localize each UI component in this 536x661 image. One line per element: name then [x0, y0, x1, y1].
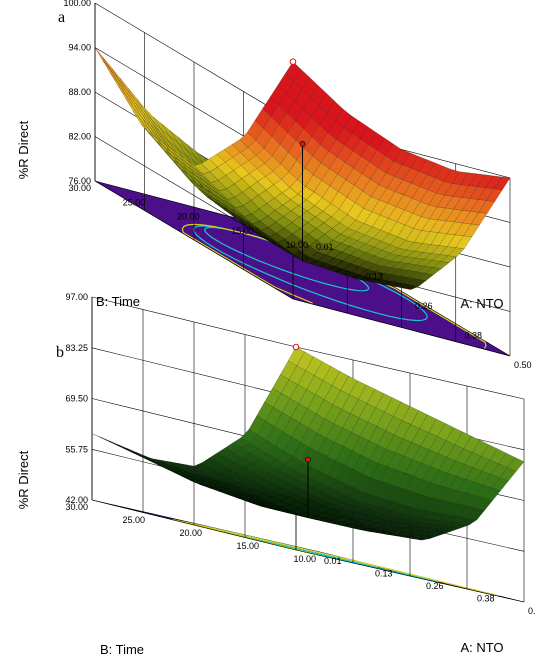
chart-panel-a: 76.00 82.00 88.00 94.00 100.00 0.01 0.13 0.26 0.…: [16, 0, 532, 370]
y-tick-label: 10.00: [285, 240, 308, 250]
y-tick-label: 20.00: [179, 528, 202, 538]
panel-label: a: [58, 9, 65, 26]
z-tick-label: 42.00: [65, 495, 88, 505]
x-tick-label: 0.26: [426, 581, 444, 591]
z-tick-label: 82.00: [68, 132, 91, 142]
z-tick-label: 94.00: [68, 43, 91, 53]
x-axis-title: A: NTO: [460, 296, 503, 311]
x-tick-label: 0.50: [528, 606, 536, 616]
y-axis-title: B: Time: [100, 642, 144, 657]
z-tick-label: 97.00: [65, 292, 88, 302]
x-tick-label: 0.38: [465, 331, 483, 341]
design-points: [292, 343, 311, 518]
panel-label: b: [56, 344, 64, 361]
z-tick-label: 100.00: [63, 0, 91, 8]
x-tick-label: 0.38: [477, 594, 495, 604]
z-tick-label: 55.75: [65, 444, 88, 454]
response-surface: [94, 47, 511, 290]
z-tick-label: 76.00: [68, 176, 91, 186]
y-tick-label: 15.00: [236, 541, 259, 551]
design-points: [289, 58, 306, 262]
x-axis-title: A: NTO: [460, 640, 503, 655]
y-tick-label: 30.00: [68, 183, 91, 193]
y-tick-label: 25.00: [123, 197, 146, 207]
x-tick-label: 0.01: [324, 556, 342, 566]
x-tick-label: 0.13: [375, 569, 393, 579]
y-axis-title: B: Time: [96, 294, 140, 309]
z-axis-title: %R Direct: [16, 450, 31, 509]
x-tick-label: 0.01: [316, 242, 334, 252]
response-surface: [91, 346, 525, 541]
chart-panel-b: 42.00 55.75 69.50 83.25 97.00 0.01 0.13 0.26 0.3…: [16, 292, 536, 657]
x-tick-label: 0.13: [366, 272, 384, 282]
y-tick-label: 15.00: [231, 226, 254, 236]
z-tick-label: 83.25: [65, 343, 88, 353]
y-tick-label: 20.00: [177, 212, 200, 222]
y-tick-label: 10.00: [293, 554, 316, 564]
z-axis-title: %R Direct: [16, 120, 31, 179]
x-tick-label: 0.26: [415, 301, 433, 311]
y-tick-label: 25.00: [122, 515, 145, 525]
contour-line: [171, 518, 392, 571]
y-tick-label: 30.00: [65, 502, 88, 512]
z-tick-label: 88.00: [68, 87, 91, 97]
x-tick-label: 0.50: [514, 360, 532, 370]
z-tick-label: 69.50: [65, 394, 88, 404]
